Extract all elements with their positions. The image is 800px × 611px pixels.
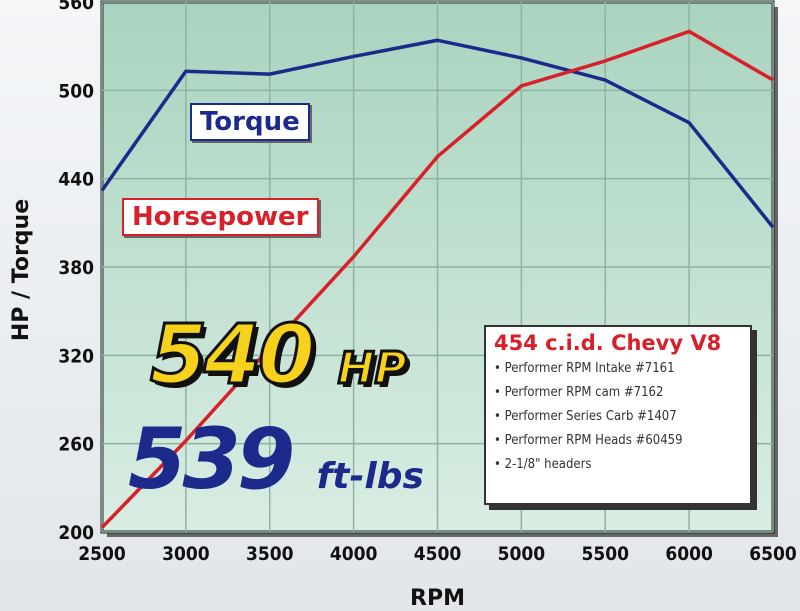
torque-unit: ft-lbs <box>316 456 424 497</box>
y-tick-label: 500 <box>58 80 94 102</box>
y-tick-label: 560 <box>58 0 94 14</box>
x-tick-label: 3000 <box>162 543 210 565</box>
hp-callout: 540 HP <box>148 307 408 405</box>
x-tick-label: 4000 <box>330 543 378 565</box>
x-tick-label: 5000 <box>498 543 546 565</box>
legend-horsepower: Horsepower <box>122 198 319 236</box>
engine-spec-box: 454 c.i.d. Chevy V8 • Performer RPM Inta… <box>484 325 752 505</box>
x-tick-label: 4500 <box>414 543 462 565</box>
y-tick-label: 320 <box>58 345 94 367</box>
spec-item: • Performer Series Carb #1407 <box>494 409 677 424</box>
x-axis-label: RPM <box>410 586 465 611</box>
y-tick-label: 380 <box>58 257 94 279</box>
spec-item: • Performer RPM cam #7162 <box>494 385 664 400</box>
spec-item: • Performer RPM Intake #7161 <box>494 361 675 376</box>
y-tick-label: 200 <box>58 522 94 544</box>
spec-item: • Performer RPM Heads #60459 <box>494 433 683 448</box>
x-tick-label: 3500 <box>246 543 294 565</box>
hp-value: 540 <box>148 307 316 405</box>
x-tick-label: 2500 <box>78 543 126 565</box>
hp-unit: HP <box>336 342 408 396</box>
y-tick-label: 440 <box>58 169 94 191</box>
spec-title: 454 c.i.d. Chevy V8 <box>494 331 722 355</box>
spec-item: • 2-1/8" headers <box>494 457 592 472</box>
y-axis-label: HP / Torque <box>9 199 34 341</box>
x-tick-label: 5500 <box>581 543 629 565</box>
legend-torque: Torque <box>190 103 310 141</box>
y-tick-label: 260 <box>58 434 94 456</box>
x-tick-label: 6500 <box>749 543 797 565</box>
x-tick-label: 6000 <box>665 543 713 565</box>
torque-value: 539 <box>128 410 295 508</box>
torque-callout: 539 ft-lbs <box>128 410 424 508</box>
